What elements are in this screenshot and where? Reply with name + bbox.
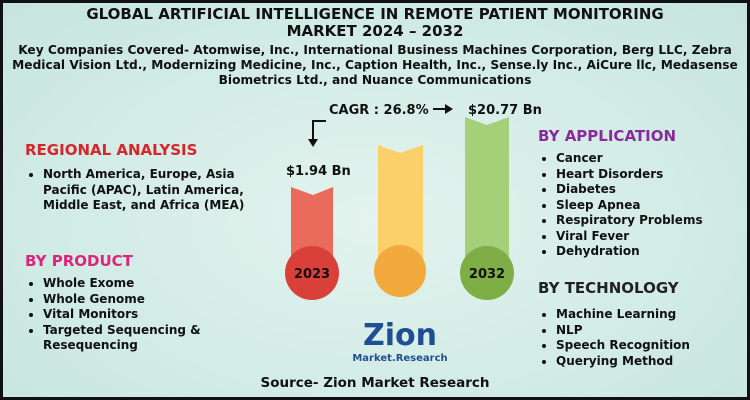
end-value: $20.77 Bn <box>468 103 542 118</box>
bar-base <box>285 246 339 300</box>
list-item: Whole Genome <box>43 292 245 308</box>
title: GLOBAL ARTIFICIAL INTELLIGENCE IN REMOTE… <box>86 5 664 40</box>
arrow-head <box>308 139 318 147</box>
application-section: BY APPLICATION CancerHeart DisordersDiab… <box>538 127 738 260</box>
list-item: Sleep Apnea <box>556 198 738 214</box>
arrow <box>312 120 326 145</box>
logo-sub: Market.Research <box>352 353 447 364</box>
source: Source- Zion Market Research <box>260 375 490 391</box>
cagr: CAGR : 26.8% <box>329 103 429 118</box>
section-heading: REGIONAL ANALYSIS <box>25 141 198 159</box>
list-item: Whole Exome <box>43 276 245 292</box>
list-item: Respiratory Problems <box>556 213 738 229</box>
list-item: Machine Learning <box>556 307 738 323</box>
start-value: $1.94 Bn <box>286 164 351 179</box>
list: Whole ExomeWhole GenomeVital MonitorsTar… <box>25 276 245 354</box>
list-item: NLP <box>556 323 738 339</box>
bar-base <box>374 245 426 297</box>
regional-section: REGIONAL ANALYSIS North America, Europe,… <box>25 141 245 214</box>
section-heading: BY TECHNOLOGY <box>538 279 679 297</box>
end-year: 2032 <box>469 267 505 282</box>
product-section: BY PRODUCT Whole ExomeWhole GenomeVital … <box>25 252 245 354</box>
list-item: Dehydration <box>556 244 738 260</box>
section-heading: BY PRODUCT <box>25 252 133 270</box>
list-item: Viral Fever <box>556 229 738 245</box>
companies: Key Companies Covered- Atomwise, Inc., I… <box>12 43 738 87</box>
list-item: Querying Method <box>556 354 738 370</box>
list-item: Speech Recognition <box>556 338 738 354</box>
list: Machine LearningNLPSpeech RecognitionQue… <box>538 307 738 369</box>
list: North America, Europe, Asia Pacific (APA… <box>25 167 245 214</box>
arrow-head <box>445 104 453 114</box>
list: CancerHeart DisordersDiabetesSleep Apnea… <box>538 151 738 260</box>
list-item: Diabetes <box>556 182 738 198</box>
list-item: Cancer <box>556 151 738 167</box>
logo-name: Zion <box>363 318 437 353</box>
list-item: Heart Disorders <box>556 167 738 183</box>
technology-section: BY TECHNOLOGY Machine LearningNLPSpeech … <box>538 279 738 369</box>
list-item: Vital Monitors <box>43 307 245 323</box>
growth-graphic: CAGR : 26.8% $20.77 Bn $1.94 Bn 2023 203… <box>285 103 542 364</box>
bar <box>378 145 423 271</box>
bar <box>465 117 509 271</box>
list-item: North America, Europe, Asia Pacific (APA… <box>43 167 245 214</box>
start-year: 2023 <box>294 267 330 282</box>
list-item: Targeted Sequencing & Resequencing <box>43 323 245 354</box>
bar-base <box>460 246 514 300</box>
section-heading: BY APPLICATION <box>538 127 677 145</box>
